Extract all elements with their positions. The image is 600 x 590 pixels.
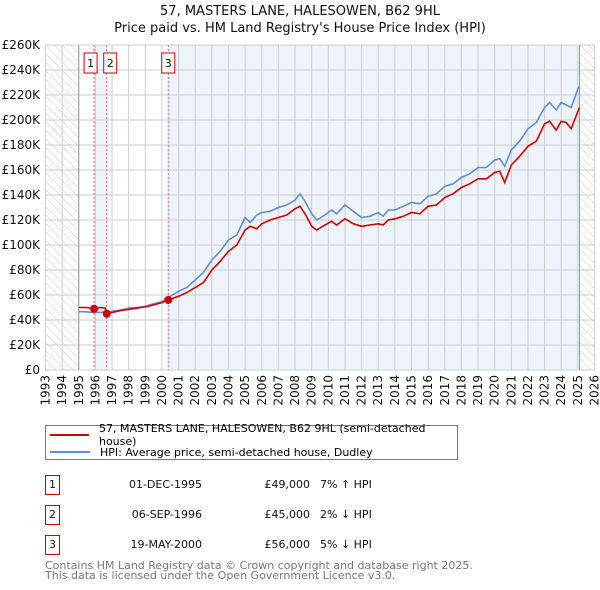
x-tick-label: 2004: [222, 375, 236, 406]
x-tick-label: 2012: [355, 375, 369, 406]
legend-item-hpi: HPI: Average price, semi-detached house,…: [50, 444, 373, 460]
sale-number-badge: 1: [45, 475, 60, 495]
y-tick-label: £240K: [2, 63, 42, 77]
chart-subtitle: Price paid vs. HM Land Registry's House …: [114, 21, 486, 36]
x-tick-label: 2022: [521, 375, 535, 406]
legend-swatch-property: [50, 434, 89, 436]
x-tick-label: 2010: [321, 375, 335, 406]
x-tick-label: 2009: [305, 375, 319, 406]
sale-number-label: 3: [165, 57, 172, 70]
chart-title: 57, MASTERS LANE, HALESOWEN, B62 9HL: [160, 4, 440, 19]
legend: 57, MASTERS LANE, HALESOWEN, B62 9HL (se…: [45, 422, 458, 460]
sale-number-badge: 3: [45, 535, 60, 555]
legend-label-property: 57, MASTERS LANE, HALESOWEN, B62 9HL (se…: [98, 422, 426, 448]
x-tick-label: 2011: [338, 375, 352, 406]
sale-price: £45,000: [264, 508, 311, 521]
x-tick-label: 2013: [371, 375, 385, 406]
sale-price: £56,000: [264, 538, 311, 551]
x-tick-label: 2016: [421, 375, 435, 406]
sale-date: 01-DEC-1995: [128, 478, 202, 491]
x-tick-label: 2021: [504, 375, 518, 406]
y-tick-label: £80K: [9, 263, 41, 277]
sale-date: 06-SEP-1996: [131, 508, 202, 521]
x-tick-label: 1999: [138, 375, 152, 406]
x-tick-label: 1997: [105, 375, 119, 406]
sale-period-shade: [168, 45, 580, 370]
price-chart: 1993 1994 1995 1996 1997 1998 1999 2000 2001 2002…: [2, 38, 600, 406]
y-tick-label: £160K: [2, 163, 42, 177]
x-tick-label: 2026: [588, 375, 600, 406]
sale-point: [164, 296, 173, 304]
sale-period-shade: [94, 45, 107, 370]
x-tick-label: 2002: [188, 375, 202, 406]
sale-number-box: [103, 52, 118, 74]
legend-item-property: 57, MASTERS LANE, HALESOWEN, B62 9HL (se…: [50, 422, 457, 448]
hpi-line: [78, 85, 581, 314]
sale-price: £49,000: [264, 478, 311, 491]
sale-date: 19-MAY-2000: [130, 538, 202, 551]
x-tick-label: 2001: [172, 375, 186, 406]
x-tick-label: 2000: [155, 375, 169, 406]
x-tick-label: 2023: [538, 375, 552, 406]
sale-number-label: 2: [107, 57, 114, 70]
y-tick-label: £260K: [2, 38, 42, 52]
x-tick-label: 2025: [571, 375, 585, 406]
x-tick-label: 2014: [388, 375, 402, 406]
x-tick-label: 1998: [122, 375, 136, 406]
y-tick-label: £20K: [9, 338, 41, 352]
sale-point: [102, 309, 111, 318]
x-tick-label: 1994: [55, 375, 69, 406]
sale-point: [90, 304, 99, 313]
x-tick-label: 2003: [205, 375, 219, 406]
sale-number-box: [161, 52, 176, 74]
y-tick-label: £200K: [2, 113, 42, 127]
footer-licence: This data is licensed under the Open Gov…: [45, 569, 396, 582]
property-price-line: [78, 107, 581, 315]
y-tick-label: £220K: [2, 88, 42, 102]
y-tick-label: £100K: [2, 238, 42, 252]
sale-number-box: [83, 52, 98, 74]
footer-copyright: Contains HM Land Registry data © Crown c…: [45, 559, 473, 572]
y-tick-label: £140K: [2, 188, 42, 202]
plot-frame: [45, 44, 595, 371]
x-tick-label: 2006: [255, 375, 269, 406]
x-tick-label: 1995: [72, 375, 86, 406]
x-tick-label: 2008: [288, 375, 302, 406]
legend-label-hpi: HPI: Average price, semi-detached house,…: [100, 445, 373, 459]
sale-hpi-diff: 7% ↑ HPI: [320, 478, 372, 491]
y-tick-label: £40K: [9, 313, 41, 327]
x-tick-label: 2024: [554, 375, 568, 406]
sale-hpi-diff: 5% ↓ HPI: [320, 538, 372, 551]
x-tick-label: 1996: [88, 375, 102, 406]
x-tick-label: 2020: [488, 375, 502, 406]
x-tick-label: 2005: [238, 375, 252, 406]
no-data-hatch-right: [579, 45, 595, 370]
sale-number-label: 1: [87, 57, 94, 70]
x-tick-label: 2015: [405, 375, 419, 406]
legend-swatch-hpi: [50, 451, 90, 453]
sale-hpi-diff: 2% ↓ HPI: [320, 508, 372, 521]
x-tick-label: 1993: [39, 375, 53, 406]
x-tick-label: 2019: [471, 375, 485, 406]
y-tick-label: £180K: [2, 138, 42, 152]
y-tick-label: £120K: [2, 213, 42, 227]
x-tick-label: 2017: [438, 375, 452, 406]
x-tick-label: 2007: [271, 375, 285, 406]
y-tick-label: £0: [25, 363, 40, 377]
x-tick-label: 2018: [454, 375, 468, 406]
y-tick-label: £60K: [9, 288, 41, 302]
sale-number-badge: 2: [45, 505, 60, 525]
